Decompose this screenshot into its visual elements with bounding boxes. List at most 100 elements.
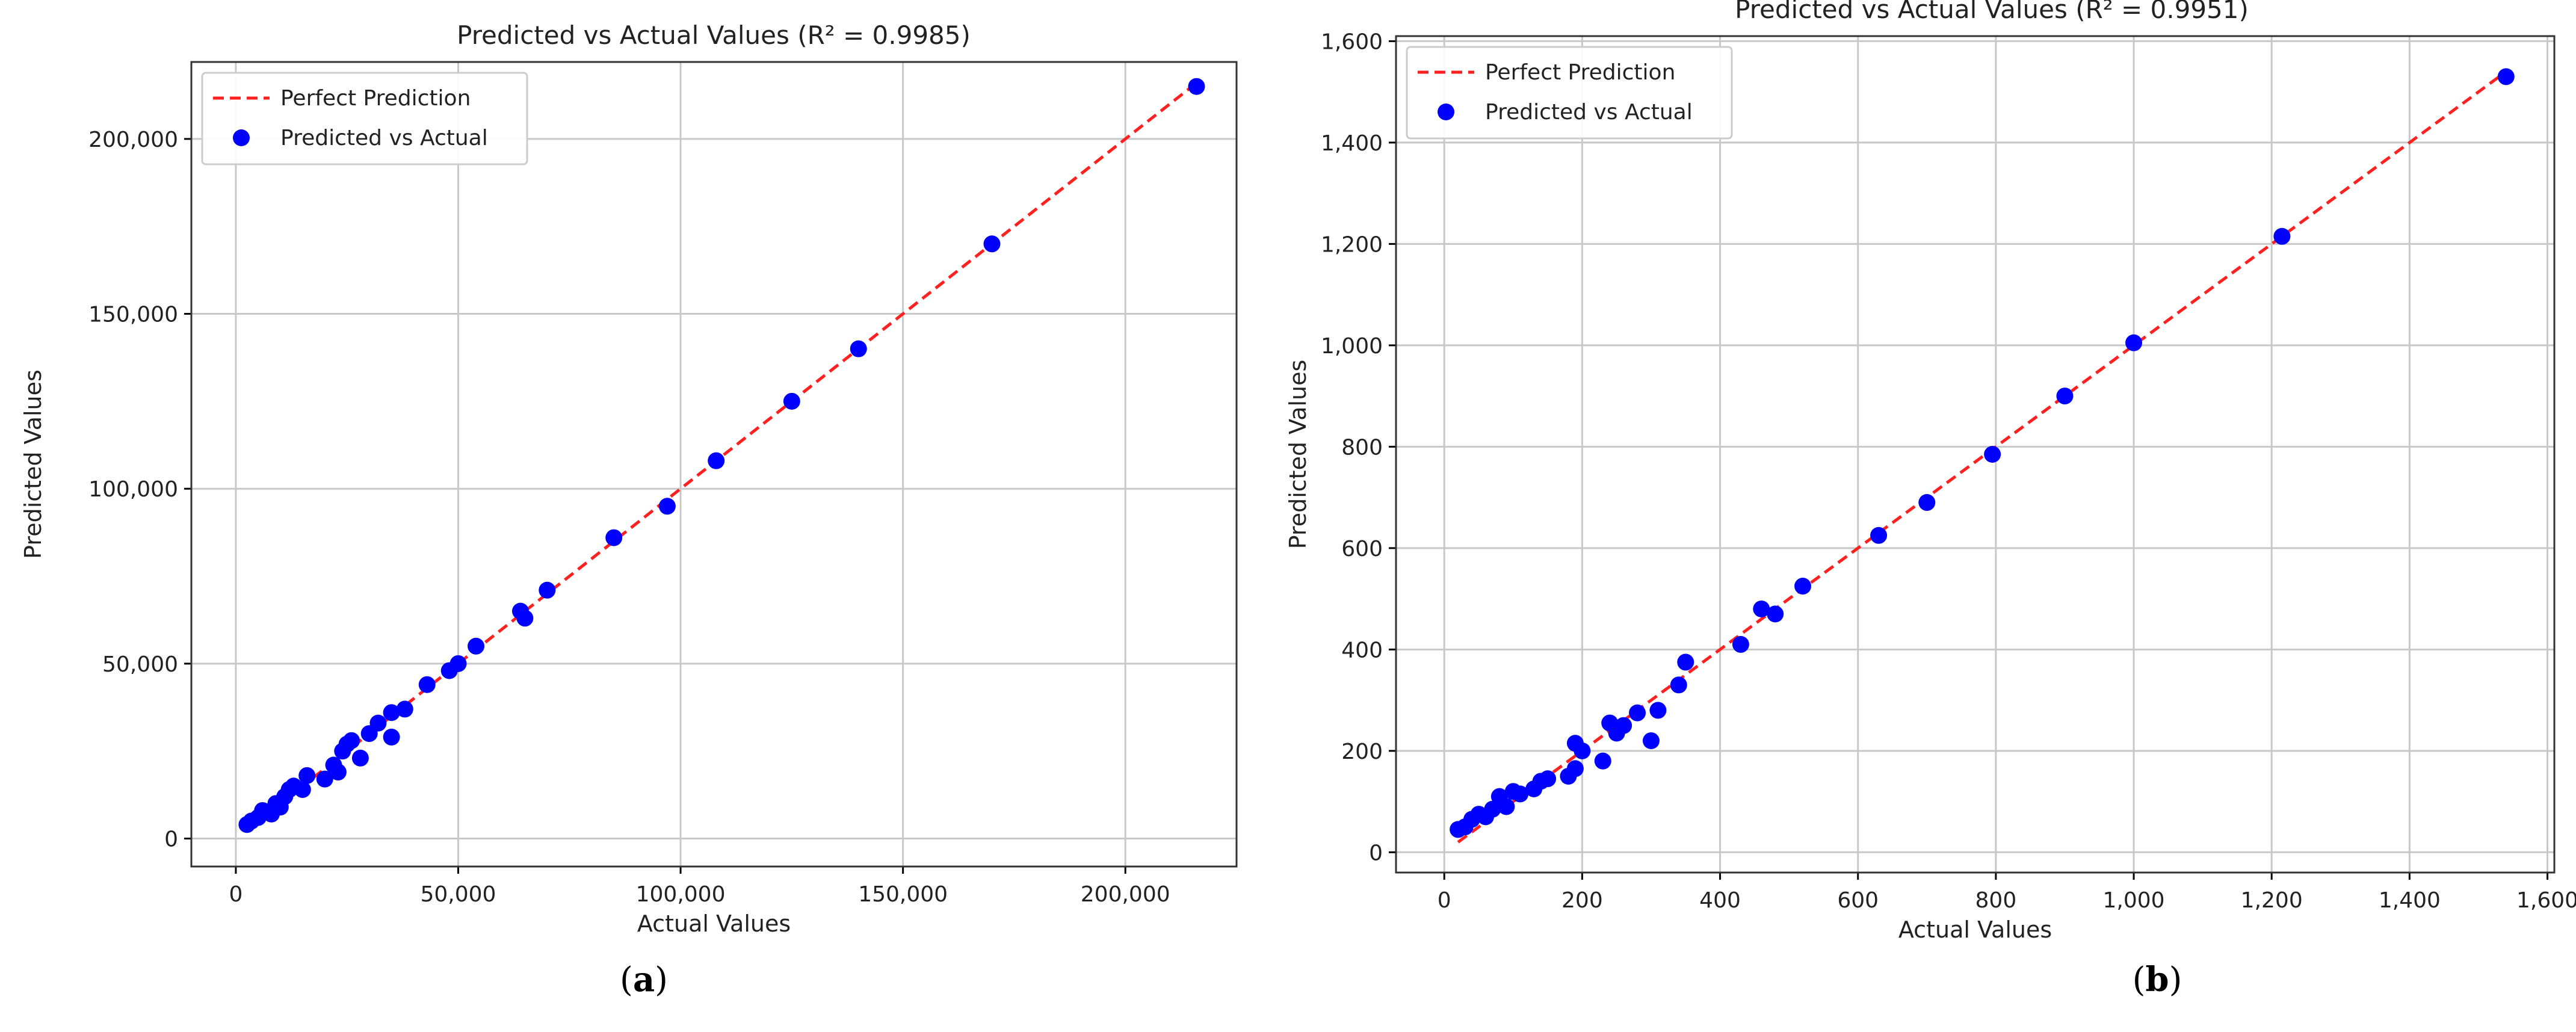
x-tick-label: 1,200	[2241, 888, 2303, 913]
y-tick-label: 100,000	[88, 477, 178, 502]
legend-box	[1406, 46, 1733, 140]
chart-title: Predicted vs Actual Values (R² = 0.9951)	[1735, 0, 2249, 24]
y-tick-label: 0	[1369, 841, 1383, 865]
y-tick-label: 400	[1341, 638, 1383, 663]
caption-close-paren: )	[655, 960, 668, 1000]
x-axis-label: Actual Values	[1898, 916, 2052, 943]
subfigure-a: 0 50,000 100,000 150,000 200,000 0 50,000 100,0…	[20, 20, 1238, 1000]
x-tick-label: 0	[229, 882, 242, 907]
data-point	[468, 637, 485, 655]
data-point	[1629, 704, 1646, 721]
data-point	[343, 732, 360, 749]
legend-marker-swatch	[233, 129, 250, 146]
data-point	[1615, 717, 1632, 734]
data-point	[329, 764, 347, 781]
x-tick-label: 100,000	[636, 882, 726, 907]
data-point	[2273, 227, 2291, 245]
scatter-chart-b: 0 200 400 600 800 1,000 1,200 1,400 1,600 0 200 400…	[1288, 0, 2576, 943]
legend-label-perfect-prediction: Perfect Prediction	[1485, 60, 1675, 85]
caption-open-paren: (	[619, 960, 633, 1000]
data-point	[658, 498, 676, 515]
data-point	[396, 700, 413, 718]
y-tick-label: 1,200	[1321, 232, 1383, 257]
y-tick-label: 1,400	[1321, 131, 1383, 156]
legend-label-perfect-prediction: Perfect Prediction	[280, 86, 471, 111]
data-point	[516, 610, 534, 627]
y-axis-label: Predicted Values	[1288, 360, 1311, 549]
x-axis-label: Actual Values	[637, 910, 791, 937]
data-point	[369, 714, 387, 732]
x-tick-label: 1,600	[2516, 888, 2576, 913]
x-tick-label: 800	[1975, 888, 2017, 913]
data-point	[294, 781, 311, 799]
x-tick-label: 200,000	[1081, 882, 1170, 907]
data-point	[539, 581, 556, 599]
data-point	[1594, 752, 1611, 770]
data-point	[783, 392, 800, 410]
subfigure-caption-b: (b)	[2097, 960, 2217, 1000]
data-point	[1574, 742, 1591, 759]
x-tick-label: 50,000	[421, 882, 496, 907]
data-point	[1642, 732, 1660, 749]
data-point	[1188, 78, 1205, 95]
legend-marker-swatch	[1438, 104, 1454, 120]
y-tick-label: 1,000	[1321, 334, 1383, 359]
data-point	[1566, 760, 1584, 777]
y-tick-label: 50,000	[102, 652, 178, 677]
y-tick-label: 200,000	[88, 128, 178, 152]
data-point	[1677, 653, 1694, 671]
legend-label-predicted-vs-actual: Predicted vs Actual	[280, 126, 488, 150]
data-point	[605, 529, 623, 546]
data-point	[983, 235, 1001, 253]
data-point	[708, 452, 725, 469]
x-tick-label: 150,000	[858, 882, 948, 907]
data-point	[1484, 800, 1501, 818]
y-tick-label: 0	[164, 827, 178, 851]
x-tick-label: 0	[1438, 888, 1451, 913]
caption-letter: a	[632, 960, 655, 1000]
y-tick-label: 600	[1341, 537, 1383, 561]
subfigure-b: 0 200 400 600 800 1,000 1,200 1,400 1,600 0 200 400…	[1288, 0, 2576, 1032]
data-point	[383, 728, 400, 746]
data-point	[1539, 770, 1557, 788]
x-tick-label: 600	[1837, 888, 1879, 913]
data-point	[1984, 446, 2001, 463]
y-tick-label: 800	[1341, 435, 1383, 460]
data-point	[850, 340, 867, 357]
data-point	[2497, 68, 2515, 85]
data-point	[418, 676, 436, 693]
data-point	[298, 767, 316, 784]
y-tick-label: 150,000	[88, 303, 178, 327]
data-point	[449, 655, 467, 672]
data-point	[1870, 527, 1888, 544]
x-tick-label: 1,400	[2379, 888, 2441, 913]
data-point	[1649, 702, 1667, 719]
data-point	[316, 770, 333, 788]
data-point	[383, 704, 400, 721]
data-point	[1918, 494, 1936, 511]
chart-title: Predicted vs Actual Values (R² = 0.9985)	[457, 20, 971, 50]
y-axis-label: Predicted Values	[20, 369, 46, 559]
plot-frame	[190, 61, 1238, 868]
x-tick-label: 200	[1561, 888, 1603, 913]
data-point	[2056, 388, 2074, 405]
data-point	[2125, 334, 2143, 351]
data-point	[1794, 578, 1812, 595]
y-tick-label: 1,600	[1321, 29, 1383, 54]
data-point	[1753, 600, 1770, 617]
data-point	[1670, 676, 1687, 694]
data-point	[1512, 785, 1529, 803]
y-tick-label: 200	[1341, 740, 1383, 764]
perfect-prediction-line	[1457, 70, 2507, 844]
caption-close-paren: )	[2169, 960, 2182, 1000]
caption-open-paren: (	[2132, 960, 2146, 1000]
scatter-chart-a: 0 50,000 100,000 150,000 200,000 0 50,000 100,0…	[20, 20, 1238, 937]
x-tick-label: 400	[1699, 888, 1741, 913]
caption-letter: b	[2145, 960, 2169, 1000]
x-tick-label: 1,000	[2103, 888, 2165, 913]
plot-area	[1396, 36, 2554, 873]
data-point	[1498, 798, 1515, 815]
legend-box	[201, 72, 528, 165]
plot-frame	[1395, 35, 2556, 874]
data-point	[351, 749, 369, 767]
